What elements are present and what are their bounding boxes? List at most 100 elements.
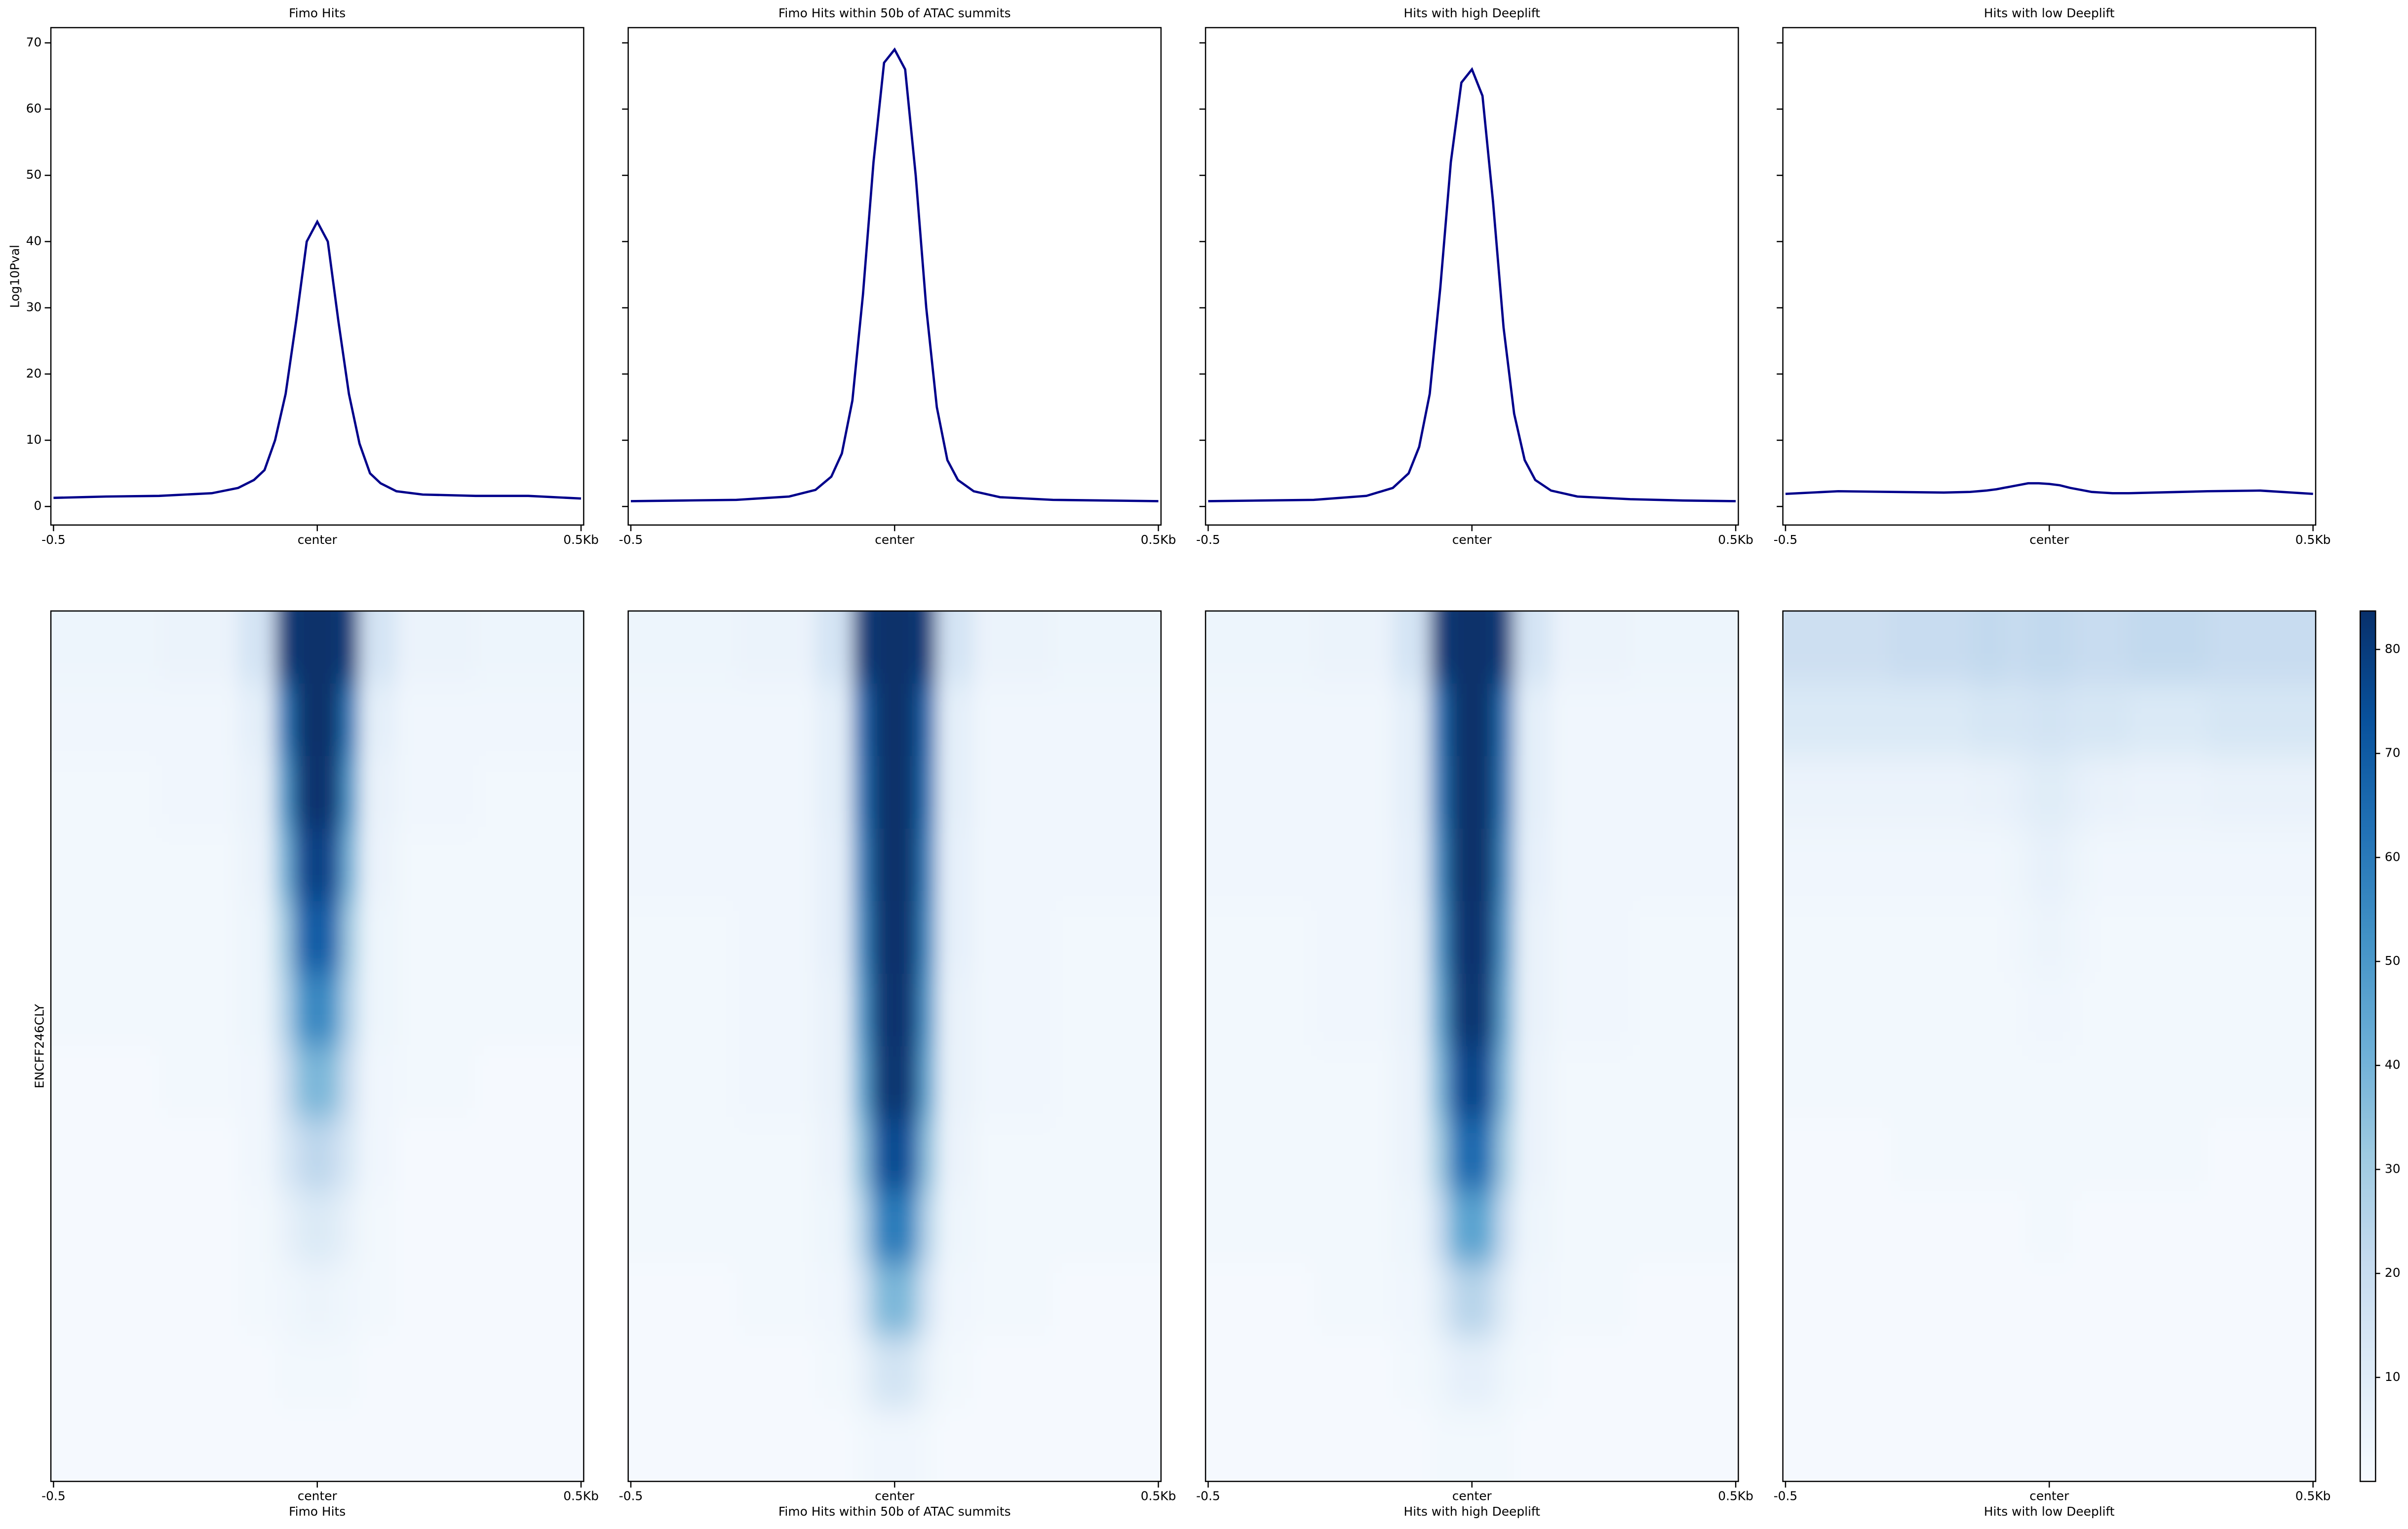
heatmap-cell (2091, 1118, 2130, 1192)
heatmap-cell (1514, 1409, 1552, 1482)
heatmap-cell (1970, 611, 2008, 685)
heatmap-cell (1630, 1118, 1739, 1192)
heatmap-cell (275, 901, 295, 975)
heatmap-cells (1783, 611, 2316, 1482)
colorbar (2359, 610, 2376, 1482)
heatmap-cell (1551, 1191, 1631, 1265)
heatmap-cell (341, 1118, 360, 1192)
heatmap-cell (2025, 611, 2042, 685)
heatmap-cells (628, 611, 1161, 1482)
colorbar-tick-label: 60 (2385, 849, 2401, 864)
heatmap-cell (238, 1409, 276, 1482)
heatmap-cell (2057, 1336, 2074, 1410)
heatmap-cell (736, 901, 816, 975)
heatmap-cell (936, 1191, 975, 1265)
heatmap-cell (293, 973, 311, 1047)
heatmap-cell (159, 611, 239, 685)
heatmap-cell (902, 1191, 919, 1265)
heatmap-cell (1970, 973, 2008, 1047)
heatmap-cell (1495, 1409, 1515, 1482)
heatmap-cell (2091, 973, 2130, 1047)
heatmap-cell (628, 1191, 738, 1265)
heatmap-cell (2207, 901, 2316, 975)
heatmap-cell (887, 828, 903, 902)
heatmap-cell (1783, 683, 1892, 757)
heatmap-cell (887, 901, 903, 975)
heatmap-cell (852, 756, 872, 830)
heatmap-cell (396, 1263, 476, 1338)
heatmap-cell (1551, 1409, 1631, 1482)
heatmap-cell (1052, 828, 1161, 902)
heatmap-cell (275, 1409, 295, 1482)
heatmap-cell (1495, 901, 1515, 975)
heatmap-cell (475, 756, 584, 830)
heatmap-cell (325, 1336, 342, 1410)
heatmap-cell (2007, 756, 2026, 830)
heatmap-cell (325, 611, 342, 685)
heatmap-cell (2207, 1263, 2316, 1338)
heatmap-cell (918, 611, 938, 685)
heatmap-cell (2073, 973, 2093, 1047)
heatmap-cell (475, 683, 584, 757)
heatmap-cell (2057, 1046, 2074, 1120)
heatmap-cell (973, 1336, 1054, 1410)
heatmap-cell (1551, 683, 1631, 757)
heatmap-cell (2128, 611, 2209, 685)
heatmap-cell (1205, 1046, 1315, 1120)
heatmap-cell (275, 1336, 295, 1410)
heatmap-cell (1479, 901, 1497, 975)
heatmap-cell (1464, 1046, 1481, 1120)
heatmap-cell (238, 1046, 276, 1120)
heatmap-cell (918, 756, 938, 830)
heatmap-cell (2128, 1263, 2209, 1338)
heatmap-cell (2091, 828, 2130, 902)
x-tick-label: 0.5Kb (1718, 1489, 1753, 1503)
x-tick-label: 0.5Kb (2295, 533, 2331, 547)
heatmap-cell (1205, 1263, 1315, 1338)
heatmap-cell (1970, 901, 2008, 975)
heatmap-cell (1393, 1046, 1431, 1120)
heatmap-cell (936, 828, 975, 902)
heatmap-cell (1464, 901, 1481, 975)
heatmap-cell (1448, 756, 1465, 830)
heatmap-cell (1783, 1263, 1892, 1338)
heatmap-cell (359, 973, 397, 1047)
heatmap-cell (1448, 1263, 1465, 1338)
x-tick-label: -0.5 (1196, 533, 1220, 547)
heatmap-cell (309, 611, 326, 685)
heatmap-cell (815, 1191, 854, 1265)
heatmap-cell (238, 1263, 276, 1338)
heatmap-cell (238, 828, 276, 902)
heatmap-cell (1630, 828, 1739, 902)
heatmap-cell (51, 756, 160, 830)
heatmap-cell (309, 973, 326, 1047)
heatmap-cell (1891, 756, 1971, 830)
heatmap-cell (628, 1046, 738, 1120)
heatmap-cell (341, 1046, 360, 1120)
heatmap-cell (918, 828, 938, 902)
y-axis-label: Log10Pval (8, 245, 22, 308)
heatmap-cell (2091, 683, 2130, 757)
heatmap-cell (159, 683, 239, 757)
heatmap-cell (309, 683, 326, 757)
x-tick-label: center (298, 1489, 338, 1503)
heatmap-cell (902, 1046, 919, 1120)
heatmap-cell (1479, 756, 1497, 830)
heatmap-cell (359, 901, 397, 975)
heatmap-cell (1514, 611, 1552, 685)
heatmap-cell (309, 1046, 326, 1120)
heatmap-cell (1393, 1409, 1431, 1482)
heatmap-cell (1314, 1409, 1394, 1482)
heatmap-cell (2091, 1191, 2130, 1265)
heatmap-cell (2073, 756, 2093, 830)
heatmap-cell (293, 1409, 311, 1482)
heatmap-cell (628, 901, 738, 975)
heatmap-cell (1205, 901, 1315, 975)
heatmap-cell (2073, 683, 2093, 757)
heatmap-cell (1783, 1336, 1892, 1410)
heatmap-cell (1464, 683, 1481, 757)
heatmap-cell (396, 828, 476, 902)
heatmap-cell (1479, 1409, 1497, 1482)
x-axis-label: Hits with high Deeplift (1404, 1504, 1541, 1519)
heatmap-cell (475, 1336, 584, 1410)
